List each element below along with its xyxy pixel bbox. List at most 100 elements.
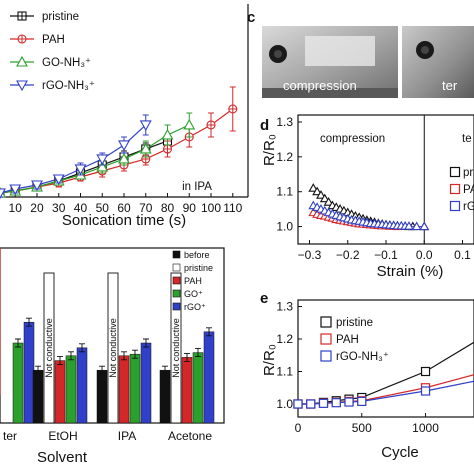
x-tick-label: 1000 <box>412 421 439 435</box>
bar <box>54 360 66 424</box>
data-point <box>96 154 109 166</box>
bar <box>129 353 141 424</box>
legend-marker-cross <box>18 12 26 20</box>
legend-label: PAH <box>184 276 202 286</box>
y-tick-label: 1.0 <box>276 397 293 411</box>
legend-marker-cross <box>18 35 26 43</box>
photo-compression-slot <box>305 36 375 66</box>
data-point <box>306 399 316 409</box>
y-tick-label: 1.0 <box>276 220 293 234</box>
legend-swatch <box>172 276 181 285</box>
data-point <box>420 366 431 377</box>
data-point <box>319 193 330 203</box>
bar <box>12 342 24 424</box>
legend-label: pristine <box>336 317 373 329</box>
legend: pristine PAH rGO-NH₃⁺ <box>320 316 389 363</box>
data-point <box>0 188 6 200</box>
legend-swatch <box>172 263 181 272</box>
chart-strain: R/R₀ Strain (%) compression te −0.3 −0.2−… <box>261 114 474 280</box>
x-tick-label: 10 <box>9 201 23 215</box>
screw-socket <box>274 50 282 58</box>
data-point <box>139 120 152 132</box>
chart-cycle: R/R₀ Cycle 0 500 1000 1.0 1.1 1.2 1.3 pristine… <box>261 299 474 461</box>
legend-marker <box>449 183 461 195</box>
photo-label-compression: compression <box>283 78 357 93</box>
y-tick-label: 1.1 <box>276 365 293 379</box>
bar-error <box>79 343 85 353</box>
data-point <box>52 174 65 186</box>
region-label-tension: te <box>462 133 472 145</box>
photo-tension <box>402 26 474 98</box>
x-axis-label: Strain (%) <box>377 263 444 280</box>
legend-marker <box>16 55 28 67</box>
data-point <box>411 221 422 231</box>
data-point <box>316 190 326 199</box>
not-conductive-bar <box>43 272 55 424</box>
chart-solvent-bars: Solvent ter Not conductive EtOH Not conduct… <box>0 247 225 466</box>
legend-label: pristine <box>42 11 79 23</box>
data-point <box>293 399 303 409</box>
x-tick-label: 20 <box>30 201 44 215</box>
bar-error <box>68 351 74 361</box>
data-point <box>323 197 334 206</box>
bar <box>65 355 77 424</box>
x-tick-label: 0.0 <box>416 248 433 262</box>
not-conductive-bar <box>107 272 119 424</box>
panel-letter-d: d <box>260 117 269 134</box>
legend-label: PAH <box>336 334 359 346</box>
legend-label: pristine <box>184 263 213 273</box>
y-axis-label: R/R₀ <box>261 134 278 166</box>
legend-marker <box>320 316 332 328</box>
data-point-cross <box>207 120 216 129</box>
y-tick-label: 1.1 <box>276 185 293 199</box>
bar-error <box>162 365 168 375</box>
x-tick-label: 100 <box>201 201 221 215</box>
data-point <box>404 221 414 230</box>
data-point <box>419 221 430 231</box>
bar <box>181 357 193 424</box>
region-label-compression: compression <box>320 133 385 145</box>
category-label: EtOH <box>48 429 77 443</box>
x-tick-label: −0.2 <box>336 248 360 262</box>
bar-error <box>121 351 127 361</box>
data-point <box>9 184 22 196</box>
legend-label: rG <box>463 201 474 213</box>
x-tick-label: 80 <box>161 201 175 215</box>
annotation-in-ipa: in IPA <box>182 181 212 193</box>
bar-error <box>57 356 63 366</box>
series-line-2 <box>0 124 190 194</box>
y-axis-label: R/R₀ <box>261 344 278 376</box>
data-point <box>318 398 329 408</box>
legend-marker <box>320 350 332 362</box>
not-conductive-label: Not conductive <box>108 318 118 378</box>
data-point-cross <box>163 144 172 153</box>
bar <box>159 369 171 424</box>
bar <box>140 342 152 424</box>
y-tick-label: 1.3 <box>276 300 293 314</box>
data-point <box>139 142 152 154</box>
x-tick-label: 40 <box>74 201 88 215</box>
x-axis-label: Cycle <box>381 444 419 461</box>
data-point-cross <box>228 104 237 113</box>
bar-error <box>195 348 201 358</box>
bar-error <box>35 365 41 375</box>
bar-error <box>184 352 190 362</box>
bar <box>192 352 204 424</box>
legend-label: GO⁺ <box>184 289 203 299</box>
panel-letter-e: e <box>260 290 268 307</box>
data-point <box>74 164 87 176</box>
bar-error <box>15 338 21 348</box>
data-point <box>183 118 196 130</box>
photo-label-tension: ter <box>442 78 458 93</box>
legend-label: PAH <box>42 34 65 46</box>
not-conductive-bar <box>170 272 182 424</box>
legend-swatch <box>172 289 181 298</box>
legend-marker <box>449 166 461 178</box>
data-point <box>312 186 323 196</box>
data-point <box>420 386 431 396</box>
legend-label: rGO-NH₃⁺ <box>336 351 389 363</box>
category-label: IPA <box>118 429 136 443</box>
bar <box>96 369 108 424</box>
x-tick-label: 90 <box>183 201 197 215</box>
legend: pristine PAH GO-NH₃⁺ rGO-NH₃⁺ <box>10 11 95 92</box>
